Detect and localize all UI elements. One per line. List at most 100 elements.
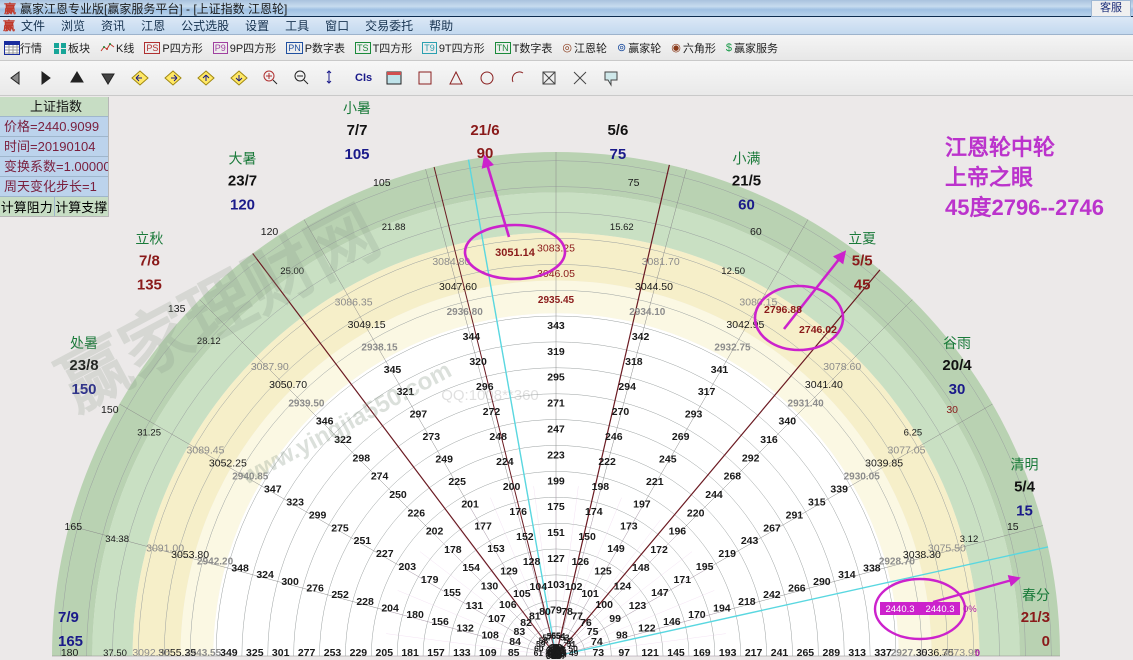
svg-text:85: 85 (508, 647, 520, 659)
svg-text:317: 317 (698, 386, 716, 398)
svg-text:223: 223 (547, 449, 565, 461)
svg-text:345: 345 (384, 364, 402, 376)
svg-text:146: 146 (663, 616, 681, 628)
svg-text:3089.45: 3089.45 (187, 445, 225, 457)
svg-text:318: 318 (625, 356, 643, 368)
svg-text:337: 337 (874, 647, 892, 659)
svg-text:224: 224 (496, 456, 514, 468)
svg-text:15: 15 (1007, 521, 1019, 533)
svg-text:270: 270 (612, 406, 630, 418)
svg-text:45: 45 (854, 277, 871, 294)
svg-text:275: 275 (331, 522, 349, 534)
svg-text:3083.25: 3083.25 (537, 242, 575, 254)
svg-text:3047.60: 3047.60 (439, 281, 477, 293)
svg-text:165: 165 (65, 521, 83, 533)
svg-text:128: 128 (523, 556, 541, 568)
svg-text:清明: 清明 (1011, 457, 1039, 473)
svg-text:314: 314 (838, 569, 856, 581)
svg-text:109: 109 (479, 647, 497, 659)
svg-text:344: 344 (463, 331, 481, 343)
svg-text:6.25: 6.25 (904, 428, 923, 439)
svg-text:316: 316 (760, 434, 778, 446)
svg-text:319: 319 (547, 346, 565, 358)
svg-text:204: 204 (381, 603, 399, 615)
svg-text:145: 145 (667, 647, 685, 659)
svg-text:2796.88: 2796.88 (764, 304, 802, 316)
svg-text:221: 221 (646, 476, 664, 488)
svg-text:108: 108 (481, 629, 499, 641)
svg-text:199: 199 (547, 475, 565, 487)
svg-text:61: 61 (534, 648, 544, 658)
svg-text:135: 135 (137, 277, 162, 294)
svg-text:341: 341 (711, 364, 729, 376)
svg-text:293: 293 (685, 409, 703, 421)
svg-text:153: 153 (487, 543, 505, 555)
svg-text:173: 173 (620, 521, 638, 533)
svg-text:320: 320 (469, 356, 487, 368)
svg-text:106: 106 (499, 599, 517, 611)
svg-text:131: 131 (466, 600, 484, 612)
svg-text:30: 30 (949, 381, 966, 398)
svg-text:301: 301 (272, 647, 290, 659)
svg-text:242: 242 (763, 589, 781, 601)
svg-text:3049.15: 3049.15 (348, 319, 386, 331)
svg-text:79: 79 (550, 605, 562, 617)
svg-text:249: 249 (435, 453, 453, 465)
svg-text:195: 195 (696, 561, 714, 573)
svg-text:3086.35: 3086.35 (335, 297, 373, 309)
svg-text:2746.02: 2746.02 (799, 324, 837, 336)
svg-text:77: 77 (571, 610, 583, 622)
svg-text:上帝之眼: 上帝之眼 (945, 165, 1033, 190)
svg-text:48: 48 (557, 650, 567, 660)
svg-text:99: 99 (609, 613, 621, 625)
svg-text:157: 157 (427, 647, 445, 659)
svg-text:98: 98 (616, 629, 628, 641)
svg-text:154: 154 (462, 562, 480, 574)
svg-text:196: 196 (669, 526, 687, 538)
svg-text:181: 181 (401, 647, 419, 659)
svg-text:100: 100 (595, 599, 613, 611)
svg-text:2932.75: 2932.75 (714, 342, 751, 353)
svg-text:78: 78 (561, 606, 573, 618)
svg-text:122: 122 (638, 623, 656, 635)
svg-text:241: 241 (771, 647, 789, 659)
svg-text:3051.14: 3051.14 (495, 247, 536, 259)
svg-text:297: 297 (410, 409, 428, 421)
svg-text:253: 253 (324, 647, 342, 659)
svg-text:180: 180 (61, 647, 79, 659)
svg-text:219: 219 (718, 548, 736, 560)
svg-text:174: 174 (585, 506, 603, 518)
svg-text:12.50: 12.50 (721, 266, 745, 277)
svg-text:130: 130 (481, 581, 499, 593)
svg-text:小满: 小满 (733, 151, 761, 167)
svg-text:103: 103 (547, 579, 565, 591)
svg-text:194: 194 (713, 603, 731, 615)
svg-text:150: 150 (578, 531, 596, 543)
svg-text:5/5: 5/5 (852, 253, 873, 270)
svg-text:2930.05: 2930.05 (844, 472, 881, 483)
svg-text:3087.90: 3087.90 (251, 361, 289, 373)
svg-text:274: 274 (371, 471, 389, 483)
svg-text:80: 80 (539, 606, 551, 618)
svg-text:3077.05: 3077.05 (888, 445, 926, 457)
svg-text:251: 251 (354, 535, 372, 547)
svg-text:265: 265 (797, 647, 815, 659)
svg-text:171: 171 (674, 574, 692, 586)
svg-text:298: 298 (353, 452, 371, 464)
svg-text:小暑: 小暑 (343, 100, 371, 116)
svg-text:133: 133 (453, 647, 471, 659)
svg-text:228: 228 (356, 596, 374, 608)
svg-text:121: 121 (641, 647, 659, 659)
svg-text:177: 177 (474, 521, 492, 533)
svg-text:198: 198 (592, 481, 610, 493)
svg-text:3081.70: 3081.70 (642, 256, 680, 268)
svg-text:大暑: 大暑 (229, 151, 257, 167)
svg-text:21.88: 21.88 (382, 222, 406, 233)
svg-text:15: 15 (1016, 503, 1033, 520)
svg-text:179: 179 (421, 574, 439, 586)
svg-text:202: 202 (426, 526, 444, 538)
svg-text:30: 30 (946, 404, 958, 416)
svg-text:126: 126 (572, 556, 590, 568)
svg-text:151: 151 (547, 527, 565, 539)
svg-text:222: 222 (598, 456, 616, 468)
